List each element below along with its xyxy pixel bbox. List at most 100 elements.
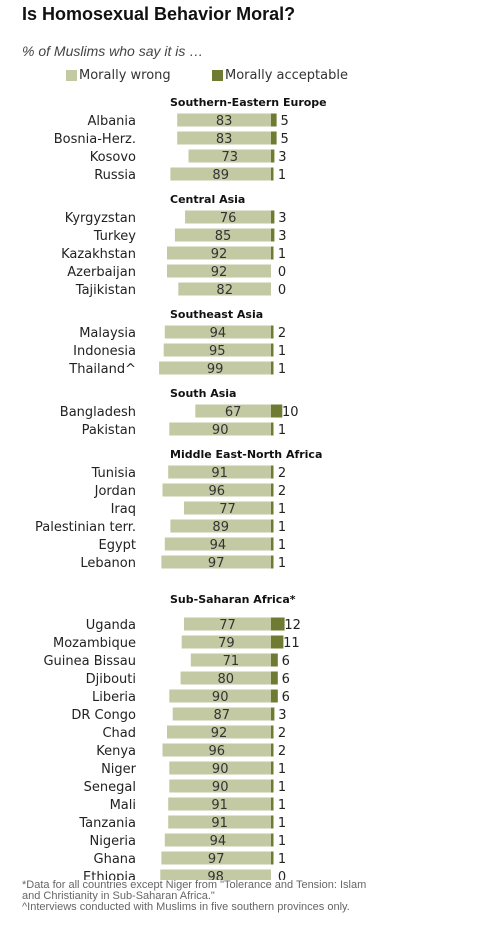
- country-label: Senegal: [84, 780, 136, 795]
- bar-morally-acceptable: [271, 465, 274, 479]
- value-label-acceptable: 3: [278, 708, 286, 723]
- bar-morally-wrong: [160, 869, 271, 880]
- value-label-acceptable: 1: [278, 780, 286, 795]
- value-label-acceptable: 3: [278, 229, 286, 244]
- value-label-acceptable: 3: [278, 211, 286, 226]
- bar-morally-wrong: [188, 149, 271, 163]
- bar-morally-wrong: [167, 725, 271, 739]
- bar-morally-wrong: [168, 815, 271, 829]
- country-label: Azerbaijan: [67, 265, 136, 280]
- value-label-acceptable: 1: [278, 362, 286, 377]
- value-label-acceptable: 6: [282, 672, 290, 687]
- country-label: Ghana: [94, 852, 137, 867]
- country-label: Tanzania: [78, 816, 136, 831]
- value-label-wrong: 77: [219, 502, 236, 517]
- bar-morally-acceptable: [271, 210, 275, 224]
- bar-morally-acceptable: [271, 779, 274, 793]
- value-label-acceptable: 0: [278, 265, 286, 280]
- bar-morally-acceptable: [271, 519, 274, 533]
- bar-morally-acceptable: [271, 167, 274, 181]
- bar-morally-acceptable: [271, 325, 274, 339]
- country-label: Jordan: [94, 484, 136, 499]
- value-label-acceptable: 1: [278, 247, 286, 262]
- bar-morally-wrong: [162, 483, 271, 497]
- value-label-acceptable: 0: [278, 870, 286, 880]
- bar-morally-acceptable: [271, 689, 278, 703]
- bar-morally-acceptable: [271, 833, 274, 847]
- value-label-wrong: 91: [211, 816, 228, 831]
- country-label: Kenya: [96, 744, 136, 759]
- bar-morally-acceptable: [271, 653, 278, 667]
- legend-swatch-wrong: [66, 70, 77, 81]
- bar-morally-acceptable: [271, 343, 274, 357]
- value-label-acceptable: 0: [278, 283, 286, 298]
- country-label: Kosovo: [90, 150, 136, 165]
- value-label-wrong: 80: [218, 672, 235, 687]
- value-label-acceptable: 1: [278, 762, 286, 777]
- value-label-acceptable: 1: [278, 834, 286, 849]
- value-label-acceptable: 10: [282, 405, 299, 420]
- value-label-acceptable: 5: [280, 132, 288, 147]
- value-label-acceptable: 2: [278, 326, 286, 341]
- section-header: Central Asia: [170, 193, 245, 206]
- country-label: Indonesia: [73, 344, 136, 359]
- value-label-wrong: 97: [208, 852, 225, 867]
- value-label-acceptable: 1: [278, 798, 286, 813]
- bar-morally-acceptable: [271, 404, 283, 418]
- bar-morally-acceptable: [271, 501, 274, 515]
- bar-morally-acceptable: [271, 246, 274, 260]
- bar-morally-wrong: [177, 113, 271, 127]
- value-label-acceptable: 6: [282, 690, 290, 705]
- value-label-wrong: 89: [212, 168, 229, 183]
- country-label: Djibouti: [86, 672, 136, 687]
- bar-morally-wrong: [169, 422, 271, 436]
- value-label-wrong: 83: [216, 114, 233, 129]
- bar-morally-acceptable: [271, 851, 274, 865]
- country-label: Kyrgyzstan: [65, 211, 136, 226]
- country-label: Iraq: [111, 502, 136, 517]
- chart-subtitle: % of Muslims who say it is …: [22, 43, 204, 59]
- bar-morally-wrong: [168, 797, 271, 811]
- country-label: Nigeria: [89, 834, 136, 849]
- bar-morally-wrong: [163, 343, 271, 357]
- bar-morally-acceptable: [271, 555, 274, 569]
- footnote: *Data for all countries except Niger fro…: [22, 880, 372, 913]
- value-label-wrong: 92: [211, 265, 228, 280]
- country-label: Liberia: [92, 690, 136, 705]
- bar-morally-acceptable: [271, 483, 274, 497]
- value-label-acceptable: 1: [278, 168, 286, 183]
- bar-morally-wrong: [161, 555, 271, 569]
- value-label-wrong: 73: [222, 150, 239, 165]
- value-label-wrong: 96: [209, 484, 226, 499]
- country-label: Russia: [94, 168, 136, 183]
- value-label-wrong: 90: [212, 423, 229, 438]
- section-header: South Asia: [170, 387, 236, 400]
- bar-morally-acceptable: [271, 228, 275, 242]
- value-label-wrong: 79: [218, 636, 235, 651]
- legend-label-acceptable: Morally acceptable: [225, 68, 348, 83]
- bar-morally-wrong: [181, 635, 271, 649]
- bar-chart: Southern-Eastern Europe Albania 83 5 Bosnia-…: [35, 96, 327, 880]
- country-label: Mozambique: [53, 636, 136, 651]
- value-label-wrong: 82: [216, 283, 233, 298]
- bar-morally-wrong: [185, 210, 271, 224]
- value-label-acceptable: 1: [278, 423, 286, 438]
- value-label-acceptable: 5: [280, 114, 288, 129]
- country-label: Kazakhstan: [61, 247, 136, 262]
- value-label-acceptable: 2: [278, 744, 286, 759]
- bar-morally-wrong: [167, 246, 271, 260]
- country-label: Bosnia-Herz.: [54, 132, 136, 147]
- value-label-acceptable: 12: [284, 618, 301, 633]
- bar-morally-wrong: [164, 833, 271, 847]
- section-header: Southeast Asia: [170, 308, 263, 321]
- value-label-acceptable: 1: [278, 502, 286, 517]
- value-label-wrong: 91: [211, 798, 228, 813]
- value-label-wrong: 95: [209, 344, 226, 359]
- country-label: Egypt: [98, 538, 136, 553]
- value-label-wrong: 94: [210, 834, 227, 849]
- value-label-wrong: 96: [209, 744, 226, 759]
- bar-morally-wrong: [169, 779, 271, 793]
- value-label-acceptable: 2: [278, 466, 286, 481]
- bar-morally-wrong: [190, 653, 271, 667]
- country-label: DR Congo: [71, 708, 136, 723]
